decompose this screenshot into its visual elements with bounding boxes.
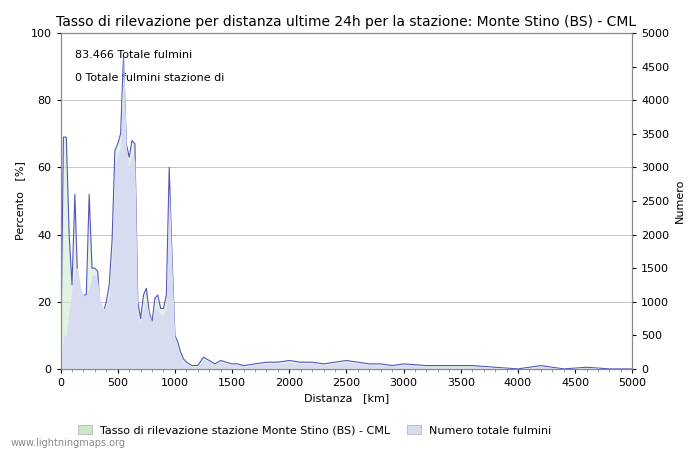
- Text: 83.466 Totale fulmini: 83.466 Totale fulmini: [75, 50, 192, 60]
- X-axis label: Distanza   [km]: Distanza [km]: [304, 393, 389, 404]
- Y-axis label: Percento   [%]: Percento [%]: [15, 162, 25, 240]
- Text: www.lightningmaps.org: www.lightningmaps.org: [10, 438, 125, 448]
- Title: Tasso di rilevazione per distanza ultime 24h per la stazione: Monte Stino (BS) -: Tasso di rilevazione per distanza ultime…: [57, 15, 636, 29]
- Text: 0 Totale fulmini stazione di: 0 Totale fulmini stazione di: [75, 73, 224, 83]
- Legend: Tasso di rilevazione stazione Monte Stino (BS) - CML, Numero totale fulmini: Tasso di rilevazione stazione Monte Stin…: [74, 421, 556, 440]
- Y-axis label: Numero: Numero: [675, 179, 685, 223]
